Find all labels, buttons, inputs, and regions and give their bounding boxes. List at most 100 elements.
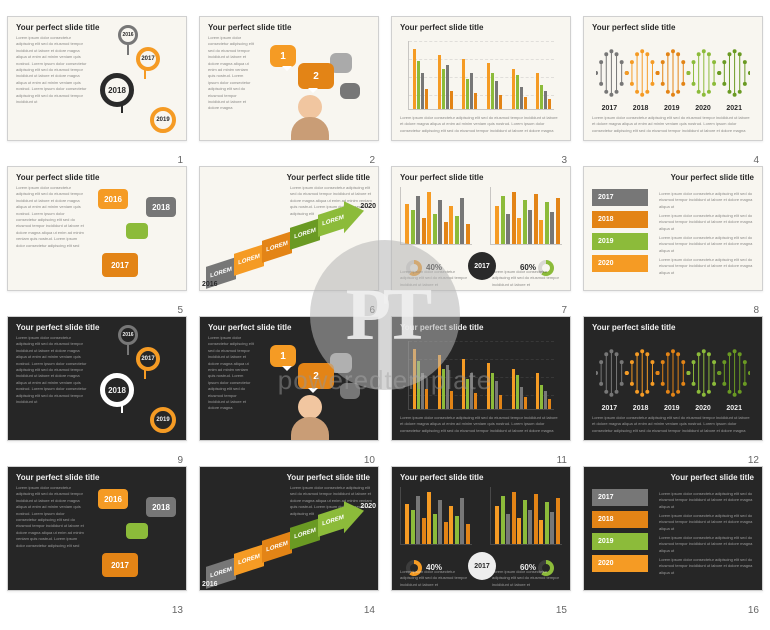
year-label: 2019 <box>664 405 680 412</box>
year-ribbon: 2017 <box>592 489 648 506</box>
slide-number: 12 <box>748 455 759 466</box>
year-ribbon: 2020 <box>592 555 648 572</box>
lorem-text: Lorem ipsum dolor consectetur adipiscing… <box>659 491 754 510</box>
bar-chart <box>400 187 472 245</box>
slide-number: 15 <box>556 605 567 616</box>
lorem-text: Lorem ipsum dolor consectetur adipiscing… <box>16 485 86 549</box>
slide-number: 13 <box>172 605 183 616</box>
lorem-text: Lorem ipsum dolor consectetur adipiscing… <box>400 415 562 434</box>
year-ring: 2019 <box>150 407 176 433</box>
slide-thumbnail[interactable]: Your perfect slide title 2017 Lorem ipsum … <box>583 466 763 591</box>
year-ribbon: 2019 <box>592 533 648 550</box>
year-bubble: 2017 <box>102 253 138 277</box>
slide-thumbnail[interactable]: Your perfect slide title Lorem ipsum dolo… <box>583 16 763 141</box>
lorem-text: Lorem ipsum dolor consectetur adipiscing… <box>592 415 754 434</box>
slide-title: Your perfect slide title <box>671 173 754 182</box>
slide-number: 8 <box>753 305 759 316</box>
lorem-text: Lorem ipsum dolor consectetur adipiscing… <box>659 535 754 554</box>
slide-title: Your perfect slide title <box>16 323 99 332</box>
year-label: 2016 <box>202 581 218 588</box>
lorem-text: Lorem ipsum dolor consectetur adipiscing… <box>659 191 754 210</box>
lorem-text: Lorem ipsum dolor consectetur adipiscing… <box>659 235 754 254</box>
year-bubble: 2018 <box>146 197 176 217</box>
slide-title: Your perfect slide title <box>16 23 99 32</box>
slide-thumbnail[interactable]: Your perfect slide titleLorem ipsum dolo… <box>199 466 379 591</box>
bar-chart <box>490 187 562 245</box>
slide-number: 7 <box>561 305 567 316</box>
slide-title: Your perfect slide title <box>400 173 483 182</box>
lorem-text: Lorem ipsum dolor consectetur adipiscing… <box>659 557 754 576</box>
dna-helix <box>596 45 750 101</box>
year-ring: 2017 <box>136 47 160 71</box>
year-label: 2017 <box>602 405 618 412</box>
speech-bubble: 2 <box>298 63 334 89</box>
slide-number: 10 <box>364 455 375 466</box>
lorem-text: Lorem ipsum dolor consectetur adipiscing… <box>492 569 562 588</box>
lorem-text: Lorem ipsum dolor consectetur adipiscing… <box>16 35 88 105</box>
year-bubble: 2017 <box>102 553 138 577</box>
slide-number: 3 <box>561 155 567 166</box>
year-bubble <box>126 523 148 539</box>
growth-arrow: LOREMLOREMLOREMLOREMLOREM <box>206 507 372 584</box>
lorem-text: Lorem ipsum dolor consectetur adipiscing… <box>659 257 754 276</box>
slide-title: Your perfect slide title <box>208 323 291 332</box>
year-ribbon: 2018 <box>592 211 648 228</box>
lorem-text: Lorem ipsum dolor consectetur adipiscing… <box>16 185 86 249</box>
slide-number: 9 <box>177 455 183 466</box>
speech-bubble: 1 <box>270 345 296 367</box>
slide-number: 14 <box>364 605 375 616</box>
slide-thumbnail[interactable]: Your perfect slide title 2017 Lorem ipsum … <box>583 166 763 291</box>
year-ring: 2019 <box>150 107 176 133</box>
year-ribbon: 2017 <box>592 189 648 206</box>
slide-title: Your perfect slide title <box>592 323 675 332</box>
slide-thumbnail[interactable]: Your perfect slide title201740%60%Lorem … <box>391 466 571 591</box>
year-ribbon: 2019 <box>592 233 648 250</box>
watermark-logo: PT <box>346 273 425 358</box>
lorem-text: Lorem ipsum dolor consectetur adipiscing… <box>592 115 754 134</box>
slide-title: Your perfect slide title <box>400 473 483 482</box>
lorem-text: Lorem ipsum dolor consectetur adipiscing… <box>208 35 254 112</box>
slide-title: Your perfect slide title <box>16 173 99 182</box>
year-ring: 2018 <box>100 73 134 107</box>
year-label: 2021 <box>726 405 742 412</box>
year-label: 2020 <box>695 405 711 412</box>
year-ring: 2016 <box>118 25 138 45</box>
slide-thumbnail[interactable]: Your perfect slide title Lorem ipsum dolo… <box>7 16 187 141</box>
speech-bubble <box>340 83 360 99</box>
slide-thumbnail[interactable]: Your perfect slide titleLorem ipsum dolo… <box>391 16 571 141</box>
year-label: 2021 <box>726 105 742 112</box>
slide-title: Your perfect slide title <box>287 473 370 482</box>
slide-number: 4 <box>753 155 759 166</box>
year-label: 2020 <box>360 503 376 510</box>
bar-chart <box>400 487 472 545</box>
slide-number: 11 <box>557 455 567 466</box>
bar-chart <box>490 487 562 545</box>
lorem-text: Lorem ipsum dolor consectetur adipiscing… <box>400 569 470 588</box>
slide-title: Your perfect slide title <box>287 173 370 182</box>
slide-thumbnail[interactable]: Your perfect slide title Lorem ipsum dolo… <box>7 466 187 591</box>
slide-title: Your perfect slide title <box>208 23 291 32</box>
year-label: 2020 <box>360 203 376 210</box>
lorem-text: Lorem ipsum dolor consectetur adipiscing… <box>492 269 562 288</box>
year-bubble: 2016 <box>98 189 128 209</box>
watermark-badge: PT <box>310 240 460 390</box>
year-bubble: 2016 <box>98 489 128 509</box>
lorem-text: Lorem ipsum dolor consectetur adipiscing… <box>659 513 754 532</box>
slide-thumbnail[interactable]: Your perfect slide title Lorem ipsum dolo… <box>199 16 379 141</box>
bar-chart <box>408 41 554 110</box>
slide-title: Your perfect slide title <box>592 23 675 32</box>
year-label: 2019 <box>664 105 680 112</box>
slide-title: Your perfect slide title <box>671 473 754 482</box>
slide-number: 5 <box>177 305 183 316</box>
speech-bubble: 1 <box>270 45 296 67</box>
year-label: 2020 <box>695 105 711 112</box>
year-bubble <box>126 223 148 239</box>
year-label: 2016 <box>202 281 218 288</box>
year-ribbon: 2020 <box>592 255 648 272</box>
slide-thumbnail[interactable]: Your perfect slide title Lorem ipsum dolo… <box>7 166 187 291</box>
slide-title: Your perfect slide title <box>16 473 99 482</box>
year-label: 2018 <box>633 405 649 412</box>
year-label: 2017 <box>602 105 618 112</box>
year-ring: 2016 <box>118 325 138 345</box>
lorem-text: Lorem ipsum dolor consectetur adipiscing… <box>400 115 562 134</box>
